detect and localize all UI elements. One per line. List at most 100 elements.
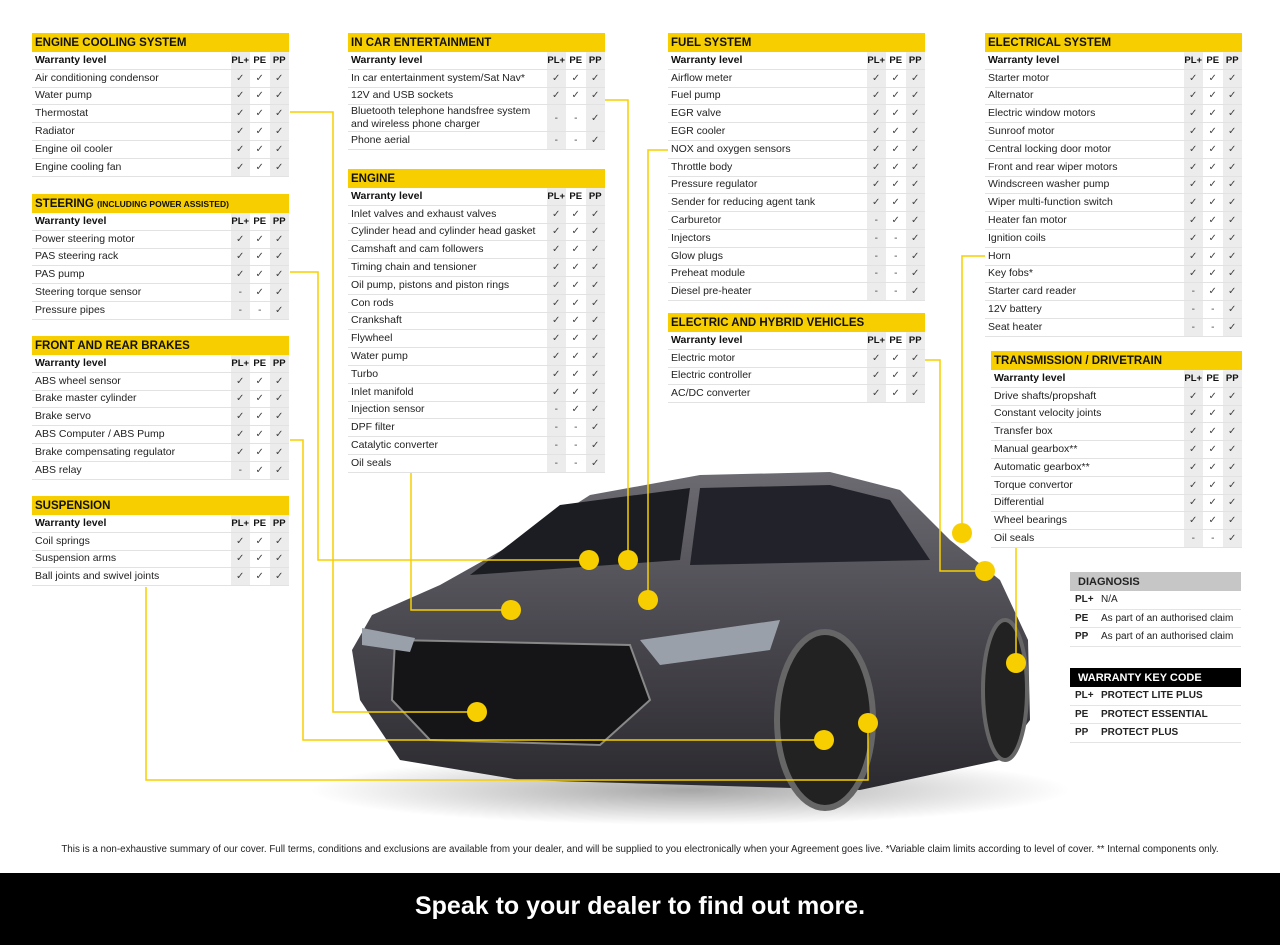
table-row: DPF filter - - ✓	[348, 419, 605, 438]
check-icon: ✓	[585, 312, 605, 330]
check-icon: ✓	[230, 532, 250, 550]
dash-icon: -	[546, 437, 566, 454]
footnote: This is a non-exhaustive summary of our …	[61, 844, 1219, 855]
table-ice: IN CAR ENTERTAINMENT Warranty level PL+ PE P…	[348, 33, 605, 151]
check-icon: ✓	[255, 108, 264, 120]
check-icon: ✓	[255, 287, 264, 299]
table-row: Throttle body ✓ ✓ ✓	[668, 158, 925, 177]
table-row: Glow plugs - - ✓	[668, 247, 925, 266]
component-name: Crankshaft	[351, 314, 402, 327]
component-name: Wheel bearings	[994, 514, 1067, 527]
dash-icon: -	[1211, 304, 1215, 316]
check-icon: ✓	[891, 126, 900, 138]
table-title: ELECTRIC AND HYBRID VEHICLES	[668, 313, 925, 332]
component-name: Pressure pipes	[35, 303, 106, 316]
check-icon: ✓	[866, 123, 886, 140]
component-name: Power steering motor	[35, 232, 135, 245]
check-icon: ✓	[230, 158, 250, 176]
column-header-label: Warranty level	[35, 516, 107, 529]
component-name: Engine cooling fan	[35, 160, 122, 173]
warranty-key-title: WARRANTY KEY CODE	[1070, 668, 1241, 687]
check-icon: ✓	[1208, 179, 1217, 191]
check-icon: ✓	[571, 279, 580, 291]
header-row: Warranty level PL+ PE PP	[348, 52, 605, 70]
check-icon: ✓	[1222, 476, 1242, 494]
table-row: PAS steering rack ✓ ✓ ✓	[32, 248, 289, 267]
diagnosis-title: DIAGNOSIS	[1070, 572, 1241, 591]
check-icon: ✓	[255, 251, 264, 263]
component-name: Preheat module	[671, 267, 746, 280]
table-row: Alternator ✓ ✓ ✓	[985, 87, 1242, 106]
check-icon: ✓	[905, 87, 925, 105]
table-row: Oil seals - - ✓	[348, 454, 605, 473]
component-name: Flywheel	[351, 332, 393, 345]
key-code: PP	[1075, 631, 1089, 643]
check-icon: ✓	[571, 262, 580, 274]
table-row: Steering torque sensor - ✓ ✓	[32, 284, 289, 302]
component-name: Brake servo	[35, 410, 92, 423]
check-icon: ✓	[546, 223, 566, 241]
check-icon: ✓	[546, 330, 566, 348]
grille	[390, 638, 652, 747]
column-header-pp: PP	[269, 355, 289, 372]
check-icon: ✓	[255, 464, 264, 476]
column-header-label: Warranty level	[35, 53, 107, 66]
table-row: Crankshaft ✓ ✓ ✓	[348, 312, 605, 331]
table-subtitle: (INCLUDING POWER ASSISTED)	[97, 199, 229, 209]
table-row: Seat heater - - ✓	[985, 318, 1242, 337]
component-name: Front and rear wiper motors	[988, 160, 1118, 173]
check-icon: ✓	[255, 553, 264, 565]
table-row: Brake master cylinder ✓ ✓ ✓	[32, 390, 289, 409]
table-suspension: SUSPENSION Warranty level PL+ PE PP Coil spri…	[32, 496, 289, 587]
table-row: Suspension arms ✓ ✓ ✓	[32, 550, 289, 569]
check-icon: ✓	[230, 69, 250, 87]
table-engine: ENGINE Warranty level PL+ PE PP Inlet valves …	[348, 169, 605, 473]
check-icon: ✓	[269, 443, 289, 461]
dash-icon: -	[866, 265, 886, 283]
table-row: Oil seals - - ✓	[991, 530, 1242, 548]
component-name: Cylinder head and cylinder head gasket	[351, 225, 536, 238]
check-icon: ✓	[905, 140, 925, 158]
dash-icon: -	[546, 454, 566, 472]
table-title: SUSPENSION	[32, 496, 289, 515]
component-name: Timing chain and tensioner	[351, 261, 477, 274]
check-icon: ✓	[546, 312, 566, 330]
check-icon: ✓	[1222, 512, 1242, 530]
header-row: Warranty level PL+ PE PP	[348, 188, 605, 206]
component-name: Inlet manifold	[351, 385, 414, 398]
table-row: Starter motor ✓ ✓ ✓	[985, 69, 1242, 88]
key-code: PE	[1075, 612, 1089, 624]
table-row: Electric window motors ✓ ✓ ✓	[985, 105, 1242, 124]
check-icon: ✓	[585, 437, 605, 454]
car-illustration	[145, 99, 1070, 825]
check-icon: ✓	[269, 461, 289, 479]
check-icon: ✓	[255, 233, 264, 245]
check-icon: ✓	[866, 140, 886, 158]
table-row: Torque convertor ✓ ✓ ✓	[991, 476, 1242, 495]
check-icon: ✓	[1208, 461, 1217, 473]
dash-icon: -	[546, 401, 566, 419]
key-value: As part of an authorised claim	[1101, 612, 1234, 624]
header-row: Warranty level PL+ PE PP	[668, 332, 925, 350]
check-icon: ✓	[866, 367, 886, 385]
check-icon: ✓	[269, 390, 289, 408]
component-name: PAS steering rack	[35, 250, 119, 263]
component-name: Airflow meter	[671, 71, 733, 84]
column-header-pl: PL+	[546, 188, 566, 205]
check-icon: ✓	[866, 176, 886, 194]
check-icon: ✓	[905, 123, 925, 140]
check-icon: ✓	[1183, 158, 1203, 176]
check-icon: ✓	[585, 276, 605, 294]
check-icon: ✓	[585, 419, 605, 437]
check-icon: ✓	[546, 365, 566, 383]
check-icon: ✓	[905, 69, 925, 87]
check-icon: ✓	[891, 72, 900, 84]
check-icon: ✓	[230, 105, 250, 123]
check-icon: ✓	[571, 208, 580, 220]
check-icon: ✓	[1208, 286, 1217, 298]
check-icon: ✓	[230, 426, 250, 443]
check-icon: ✓	[1183, 176, 1203, 194]
check-icon: ✓	[585, 105, 605, 132]
table-row: Thermostat ✓ ✓ ✓	[32, 105, 289, 124]
component-name: Water pump	[351, 350, 408, 363]
